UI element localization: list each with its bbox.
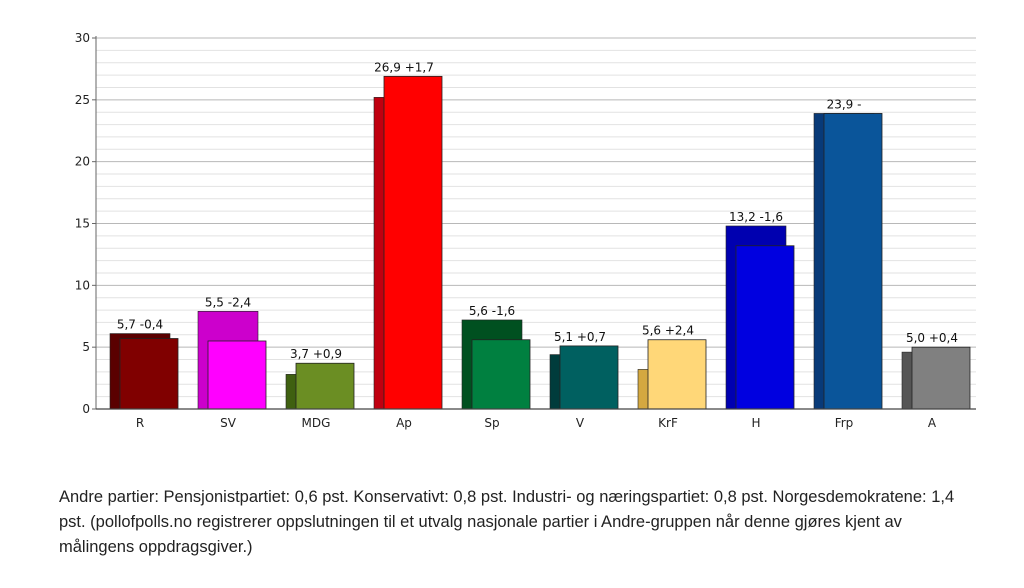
y-tick-label: 0: [82, 402, 90, 416]
y-tick-label: 30: [75, 31, 90, 45]
bar-current-h: [735, 245, 795, 410]
x-tick-label-krf: KrF: [658, 416, 678, 430]
y-tick-label: 5: [82, 340, 90, 354]
data-label-a: 5,0 +0,4: [906, 331, 958, 345]
data-label-sv: 5,5 -2,4: [205, 295, 251, 309]
x-tick-label-mdg: MDG: [302, 416, 331, 430]
bar-current-a: [911, 346, 971, 410]
bar-current-frp: [823, 113, 883, 410]
party-poll-bar-chart: 0 5 10 15 20 25 30 5,7 -0,4 R 5,5 -2,4 SV 3,7 +0,9 M…: [75, 31, 976, 430]
other-parties-note-text: Andre partier: Pensjonistpartiet: 0,6 ps…: [59, 488, 955, 556]
data-label-krf: 5,6 +2,4: [642, 324, 694, 338]
data-label-frp: 23,9 -: [827, 97, 862, 111]
data-label-v: 5,1 +0,7: [554, 330, 606, 344]
y-tick-label: 20: [75, 155, 90, 169]
bar-current-sp: [471, 339, 531, 410]
x-tick-label-r: R: [136, 416, 144, 430]
x-tick-label-sp: Sp: [484, 416, 499, 430]
bar-current-mdg: [295, 362, 355, 410]
other-parties-note: Andre partier: Pensjonistpartiet: 0,6 ps…: [59, 485, 959, 560]
x-tick-label-ap: Ap: [396, 416, 412, 430]
bar-current-r: [119, 338, 179, 410]
bar-current-v: [559, 345, 619, 410]
data-label-h: 13,2 -1,6: [729, 210, 783, 224]
data-label-ap: 26,9 +1,7: [374, 60, 434, 74]
x-tick-label-h: H: [751, 416, 760, 430]
bar-current-krf: [647, 339, 707, 410]
data-label-r: 5,7 -0,4: [117, 318, 163, 332]
bar-current-sv: [207, 340, 267, 410]
bar-current-ap: [383, 75, 443, 410]
x-tick-label-v: V: [576, 416, 585, 430]
x-tick-label-a: A: [928, 416, 937, 430]
y-tick-label: 25: [75, 93, 90, 107]
x-tick-label-sv: SV: [220, 416, 237, 430]
x-tick-label-frp: Frp: [835, 416, 854, 430]
y-tick-label: 15: [75, 217, 90, 231]
data-label-mdg: 3,7 +0,9: [290, 347, 342, 361]
y-tick-label: 10: [75, 278, 90, 292]
data-label-sp: 5,6 -1,6: [469, 304, 515, 318]
